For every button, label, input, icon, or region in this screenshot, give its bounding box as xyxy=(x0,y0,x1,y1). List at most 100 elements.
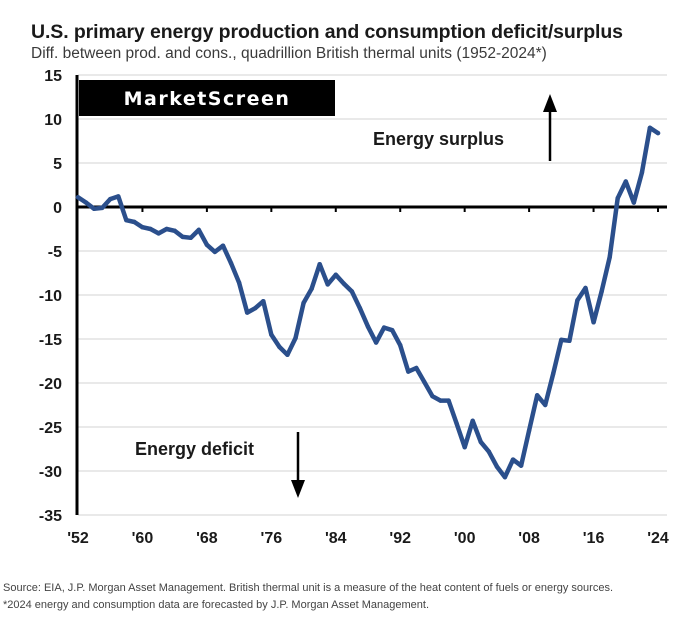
data-point xyxy=(341,281,347,286)
data-point xyxy=(285,352,290,358)
data-point xyxy=(244,310,250,315)
data-point xyxy=(293,335,298,341)
data-point xyxy=(655,130,661,136)
data-point xyxy=(381,325,387,330)
data-point xyxy=(91,206,97,211)
data-point xyxy=(140,225,145,230)
y-tick-label: -15 xyxy=(39,332,62,349)
watermark-badge: MarketScreen xyxy=(79,80,335,116)
data-point xyxy=(116,194,121,199)
data-point xyxy=(599,289,604,294)
y-tick-label: 0 xyxy=(53,200,62,217)
data-point xyxy=(639,170,645,175)
footnote-source: Source: EIA, J.P. Morgan Asset Managemen… xyxy=(3,582,614,594)
data-point xyxy=(236,280,242,285)
data-point xyxy=(188,235,193,240)
x-tick-label: '16 xyxy=(583,530,605,547)
data-point xyxy=(526,428,532,433)
data-point xyxy=(83,200,89,205)
y-tick-label: -35 xyxy=(39,508,62,525)
y-tick-label: 5 xyxy=(53,156,62,173)
y-tick-label: -30 xyxy=(39,464,62,481)
y-tick-label: -25 xyxy=(39,420,62,437)
data-point xyxy=(551,371,556,376)
data-point xyxy=(615,196,620,201)
x-tick-label: '24 xyxy=(647,530,669,547)
data-point xyxy=(559,337,564,343)
data-point xyxy=(156,231,161,236)
data-point xyxy=(462,445,467,450)
data-point xyxy=(357,306,363,311)
data-point xyxy=(422,379,427,385)
data-point xyxy=(543,402,548,408)
data-point xyxy=(317,262,322,267)
data-point xyxy=(470,418,475,424)
data-point xyxy=(518,463,524,468)
data-point xyxy=(478,439,483,445)
data-point xyxy=(309,286,314,292)
data-point xyxy=(301,300,306,306)
data-point xyxy=(269,332,274,337)
footnote-forecast: *2024 energy and consumption data are fo… xyxy=(3,599,430,611)
data-point xyxy=(261,298,266,304)
data-point xyxy=(132,219,137,225)
annotation-deficit: Energy deficit xyxy=(135,432,305,498)
data-point xyxy=(196,227,202,233)
data-point xyxy=(486,449,492,454)
x-tick-label: '60 xyxy=(132,530,154,547)
annotation-surplus: Energy surplus xyxy=(373,94,557,161)
series-points xyxy=(75,125,661,480)
y-tick-label: 15 xyxy=(44,68,62,85)
x-tick-label: '00 xyxy=(454,530,476,547)
data-point xyxy=(494,464,500,469)
x-tick-label: '84 xyxy=(325,530,347,547)
chart-subtitle: Diff. between prod. and cons., quadrilli… xyxy=(31,45,547,62)
data-point xyxy=(534,393,540,398)
data-point xyxy=(623,179,628,184)
data-point xyxy=(607,254,612,260)
data-point xyxy=(212,249,218,255)
data-point xyxy=(365,324,371,329)
annotation-surplus-label: Energy surplus xyxy=(373,129,504,149)
x-tick-label: '52 xyxy=(67,530,89,547)
y-axis-ticks: 15 10 5 0 -5 -10 -15 -20 -25 -30 -35 xyxy=(39,68,62,525)
data-point xyxy=(398,342,403,348)
y-tick-label: -5 xyxy=(48,244,62,261)
series-line-deficit-surplus xyxy=(75,125,661,480)
data-point xyxy=(108,196,113,202)
data-point xyxy=(567,338,572,343)
data-point xyxy=(575,298,580,303)
zero-baseline-ticks xyxy=(141,207,659,212)
data-point xyxy=(591,320,596,325)
up-arrow-icon xyxy=(543,94,557,112)
data-point xyxy=(99,205,105,211)
data-point xyxy=(583,285,588,291)
data-point xyxy=(373,340,379,345)
gridlines xyxy=(78,74,667,516)
annotation-deficit-label: Energy deficit xyxy=(135,439,254,459)
y-tick-label: 10 xyxy=(44,112,62,129)
data-point xyxy=(647,125,653,130)
data-point xyxy=(406,369,411,374)
data-point xyxy=(228,261,234,266)
data-point xyxy=(414,365,419,371)
y-tick-label: -10 xyxy=(39,288,62,305)
data-point xyxy=(454,421,459,426)
watermark-text: MarketScreen xyxy=(124,88,291,110)
data-point xyxy=(438,398,443,403)
data-point xyxy=(172,228,177,233)
data-point xyxy=(277,344,282,350)
data-point xyxy=(253,306,258,311)
data-point xyxy=(204,242,210,248)
y-tick-label: -20 xyxy=(39,376,62,393)
chart-title: U.S. primary energy production and consu… xyxy=(31,21,623,43)
data-point xyxy=(430,394,435,399)
x-axis-ticks: '52 '60 '68 '76 '84 '92 '00 '08 '16 '24 xyxy=(67,530,669,547)
data-point xyxy=(75,195,81,200)
data-point xyxy=(510,457,516,462)
x-tick-label: '08 xyxy=(518,530,540,547)
data-point xyxy=(220,243,226,248)
data-point xyxy=(389,328,395,333)
down-arrow-icon xyxy=(291,480,305,498)
